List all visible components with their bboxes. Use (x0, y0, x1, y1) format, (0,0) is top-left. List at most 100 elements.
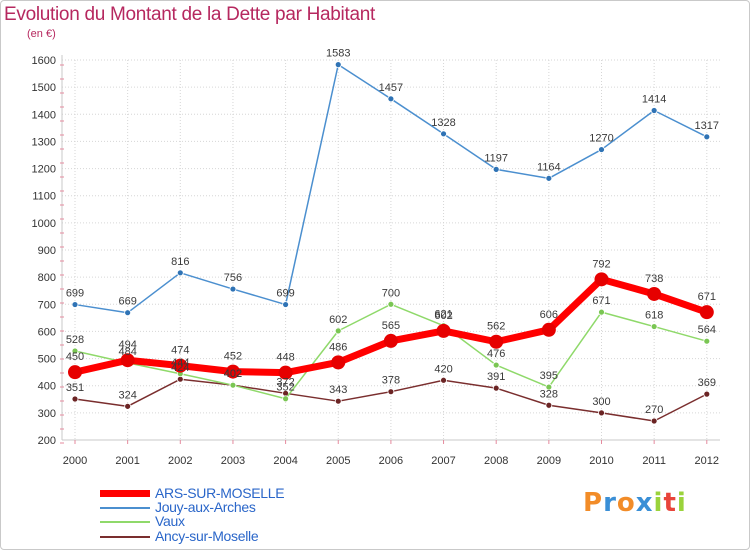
data-point (489, 334, 504, 349)
data-point (225, 364, 240, 379)
data-label: 671 (592, 295, 610, 307)
data-label: 352 (276, 382, 294, 394)
data-point (598, 409, 605, 417)
data-label: 1457 (379, 82, 403, 94)
data-label: 671 (698, 291, 716, 303)
data-label: 562 (487, 321, 505, 333)
data-label: 699 (276, 288, 294, 300)
y-tick-label: 1400 (32, 109, 56, 121)
logo-letter: P (583, 488, 604, 518)
data-label: 602 (434, 310, 452, 322)
y-tick-label: 1000 (32, 218, 56, 230)
data-point (334, 327, 342, 335)
data-point (387, 95, 395, 103)
data-label: 395 (540, 370, 558, 382)
data-label: 1328 (431, 117, 455, 129)
legend-label: Jouy-aux-Arches (155, 499, 256, 515)
chart-subtitle: (en €) (27, 28, 56, 40)
x-tick-label: 2003 (221, 455, 245, 467)
data-point (383, 333, 398, 348)
data-point (387, 388, 395, 396)
data-point (492, 361, 500, 369)
data-label: 484 (118, 346, 136, 358)
data-label: 270 (645, 404, 663, 416)
data-point (545, 401, 553, 409)
x-tick-label: 2008 (484, 455, 508, 467)
data-point (647, 286, 662, 301)
data-label: 420 (434, 363, 452, 375)
data-label: 378 (382, 375, 400, 387)
data-label: 1197 (484, 152, 508, 164)
data-label: 444 (171, 357, 189, 369)
data-point (699, 305, 714, 320)
data-point (282, 301, 290, 308)
y-tick-label: 200 (38, 435, 56, 447)
y-tick-label: 1500 (32, 82, 56, 94)
y-tick-label: 700 (38, 299, 56, 311)
data-point (124, 402, 132, 410)
x-tick-label: 2002 (168, 455, 192, 467)
x-tick-label: 2005 (326, 455, 350, 467)
data-label: 606 (540, 309, 558, 321)
y-tick-label: 800 (38, 272, 56, 284)
data-point (124, 309, 132, 317)
data-label: 816 (171, 256, 189, 268)
data-label: 565 (382, 320, 400, 332)
logo-letter: r (603, 488, 617, 518)
x-tick-label: 2010 (589, 455, 613, 467)
data-label: 351 (66, 382, 84, 394)
y-tick-label: 900 (38, 245, 56, 257)
data-label: 1414 (642, 93, 666, 105)
x-tick-label: 2004 (273, 455, 297, 467)
data-point (703, 337, 711, 345)
data-label: 602 (329, 314, 347, 326)
data-point (594, 272, 609, 287)
legend-swatch (100, 507, 150, 509)
data-label: 486 (329, 341, 347, 353)
x-tick-label: 2012 (695, 455, 719, 467)
data-label: 424 (171, 362, 189, 374)
data-label: 452 (224, 351, 242, 363)
data-point (650, 323, 658, 330)
data-label: 474 (171, 345, 189, 357)
data-label: 528 (66, 334, 84, 346)
data-point (598, 146, 605, 153)
data-label: 756 (224, 272, 242, 284)
data-point (598, 308, 605, 316)
data-label: 402 (224, 368, 242, 380)
data-point (71, 347, 79, 355)
x-tick-label: 2009 (537, 455, 561, 467)
data-point (440, 130, 447, 138)
y-tick-label: 500 (38, 354, 56, 366)
data-label: 300 (592, 396, 610, 408)
data-label: 402 (224, 368, 242, 380)
data-point (545, 383, 553, 391)
x-tick-label: 2007 (431, 455, 455, 467)
data-label: 792 (592, 258, 610, 270)
legend-swatch (100, 490, 150, 497)
logo-letter: o (616, 488, 636, 518)
data-point (440, 376, 447, 384)
data-label: 700 (382, 287, 400, 299)
data-point (334, 397, 342, 405)
data-point (703, 133, 711, 141)
data-point (176, 269, 184, 277)
y-tick-label: 600 (38, 326, 56, 338)
data-point (650, 107, 658, 114)
data-label: 621 (434, 309, 452, 321)
x-tick-label: 2001 (115, 455, 139, 467)
logo-letter: t (663, 488, 677, 518)
y-tick-label: 1200 (32, 164, 56, 176)
legend-label: Vaux (155, 513, 185, 529)
y-tick-label: 400 (38, 381, 56, 393)
y-tick-label: 300 (38, 408, 56, 420)
data-label: 1164 (537, 161, 561, 173)
y-tick-label: 1100 (32, 191, 56, 203)
data-point (229, 381, 237, 389)
data-label: 324 (118, 389, 136, 401)
data-point (173, 358, 188, 373)
data-label: 494 (118, 339, 136, 351)
x-tick-label: 2000 (63, 455, 87, 467)
data-label: 564 (698, 324, 716, 336)
